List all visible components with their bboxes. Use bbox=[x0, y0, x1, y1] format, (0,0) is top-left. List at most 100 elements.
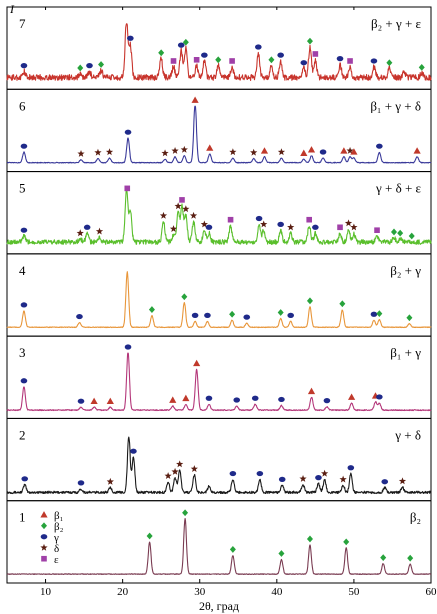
delta-star-marker bbox=[105, 148, 114, 156]
gamma-circle-marker bbox=[323, 398, 331, 404]
x-tick-label: 10 bbox=[40, 586, 52, 598]
beta2-diamond-marker bbox=[229, 546, 236, 553]
delta-star-marker bbox=[229, 148, 237, 156]
epsilon-square-marker bbox=[306, 216, 312, 223]
beta2-diamond-marker bbox=[215, 56, 222, 64]
gamma-circle-marker bbox=[20, 143, 28, 149]
delta-star-marker bbox=[321, 469, 329, 477]
epsilon-square-marker bbox=[374, 227, 380, 233]
legend-label: δ bbox=[54, 543, 59, 555]
delta-star-marker bbox=[76, 229, 84, 237]
gamma-circle-marker bbox=[204, 312, 211, 318]
gamma-circle-marker bbox=[243, 314, 251, 320]
panel-number-label: 6 bbox=[19, 98, 26, 113]
legend-symbol bbox=[40, 543, 48, 551]
y-axis-label: I bbox=[9, 2, 15, 16]
gamma-circle-marker bbox=[278, 476, 286, 482]
legend-symbol bbox=[41, 522, 47, 530]
gamma-circle-marker bbox=[376, 394, 383, 400]
epsilon-square-marker bbox=[337, 224, 343, 231]
delta-star-marker bbox=[250, 148, 258, 156]
gamma-circle-marker bbox=[277, 52, 284, 58]
legend-label: β₂ bbox=[54, 521, 64, 533]
beta1-triangle-marker bbox=[350, 148, 358, 155]
x-axis: 10 20 30 40 50 60 bbox=[40, 7, 437, 598]
beta2-diamond-marker bbox=[306, 535, 313, 543]
delta-star-marker bbox=[176, 460, 184, 468]
gamma-circle-marker bbox=[77, 398, 85, 404]
gamma-circle-marker bbox=[127, 35, 134, 41]
panel-number-label: 7 bbox=[19, 16, 26, 31]
gamma-circle-marker bbox=[76, 313, 83, 320]
legend-label: ε bbox=[54, 554, 59, 566]
delta-star-marker bbox=[95, 227, 104, 235]
x-tick-label: 60 bbox=[426, 586, 437, 598]
legend-symbol bbox=[41, 555, 47, 562]
pattern-line-4 bbox=[6, 271, 432, 329]
panel-3: 3 β₁ + γ bbox=[6, 335, 432, 419]
gamma-circle-marker bbox=[124, 344, 132, 350]
beta2-diamond-marker bbox=[181, 293, 188, 301]
panel-frame bbox=[6, 500, 432, 584]
delta-star-marker bbox=[189, 211, 198, 219]
gamma-circle-marker bbox=[83, 224, 91, 230]
beta2-diamond-marker bbox=[268, 56, 275, 64]
beta2-diamond-marker bbox=[148, 306, 155, 313]
beta2-diamond-marker bbox=[146, 532, 153, 540]
gamma-circle-marker bbox=[315, 475, 322, 481]
beta2-diamond-marker bbox=[182, 38, 189, 46]
pattern-line-7 bbox=[6, 23, 432, 81]
panel-number-label: 1 bbox=[19, 510, 26, 525]
phase-label: β₂ + γ bbox=[390, 263, 421, 278]
beta2-diamond-marker bbox=[343, 538, 350, 546]
gamma-circle-marker bbox=[370, 311, 378, 317]
epsilon-square-marker bbox=[179, 197, 185, 203]
panel-frame bbox=[6, 253, 432, 337]
pattern-line-1 bbox=[6, 517, 432, 575]
panel-frame bbox=[6, 88, 432, 173]
beta2-diamond-marker bbox=[229, 310, 236, 318]
gamma-circle-marker bbox=[20, 378, 28, 384]
beta2-diamond-marker bbox=[182, 509, 189, 517]
pattern-line-6 bbox=[6, 105, 432, 164]
gamma-circle-marker bbox=[370, 58, 378, 64]
beta2-diamond-marker bbox=[386, 59, 393, 67]
panel-number-label: 2 bbox=[19, 427, 26, 442]
beta2-diamond-marker bbox=[306, 297, 313, 305]
delta-star-marker bbox=[350, 223, 358, 231]
gamma-circle-marker bbox=[205, 395, 213, 401]
epsilon-square-marker bbox=[170, 58, 177, 64]
delta-star-marker bbox=[171, 467, 179, 475]
delta-star-marker bbox=[77, 149, 85, 157]
phase-label: β₁ + γ bbox=[390, 345, 421, 360]
beta1-triangle-marker bbox=[307, 146, 316, 153]
x-tick-label: 40 bbox=[271, 586, 283, 598]
beta1-triangle-marker bbox=[307, 387, 316, 395]
legend-label: β₁ bbox=[54, 510, 64, 522]
gamma-circle-marker bbox=[312, 224, 319, 230]
beta1-triangle-marker bbox=[260, 147, 269, 154]
gamma-circle-marker bbox=[233, 397, 241, 403]
gamma-circle-marker bbox=[319, 149, 327, 155]
panel-frame bbox=[6, 335, 432, 419]
gamma-circle-marker bbox=[201, 52, 208, 58]
gamma-circle-marker bbox=[86, 63, 93, 69]
gamma-circle-marker bbox=[256, 470, 264, 477]
epsilon-square-marker bbox=[312, 51, 319, 57]
epsilon-square-marker bbox=[227, 216, 234, 223]
beta1-triangle-marker bbox=[90, 397, 98, 404]
beta2-diamond-marker bbox=[390, 228, 397, 236]
epsilon-square-marker bbox=[124, 185, 131, 192]
beta2-diamond-marker bbox=[277, 309, 284, 316]
delta-star-marker bbox=[159, 211, 168, 219]
panel-6: 6 β₁ + γ + δ bbox=[6, 88, 432, 173]
pattern-line-3 bbox=[6, 352, 432, 412]
gamma-circle-marker bbox=[20, 63, 28, 69]
panel-1: 1 β₂ bbox=[6, 500, 432, 584]
legend-symbol bbox=[40, 511, 48, 518]
gamma-circle-marker bbox=[347, 465, 355, 471]
gamma-circle-marker bbox=[20, 227, 28, 233]
x-tick-label: 20 bbox=[117, 586, 129, 598]
epsilon-square-marker bbox=[193, 56, 200, 63]
beta2-diamond-marker bbox=[376, 310, 383, 318]
